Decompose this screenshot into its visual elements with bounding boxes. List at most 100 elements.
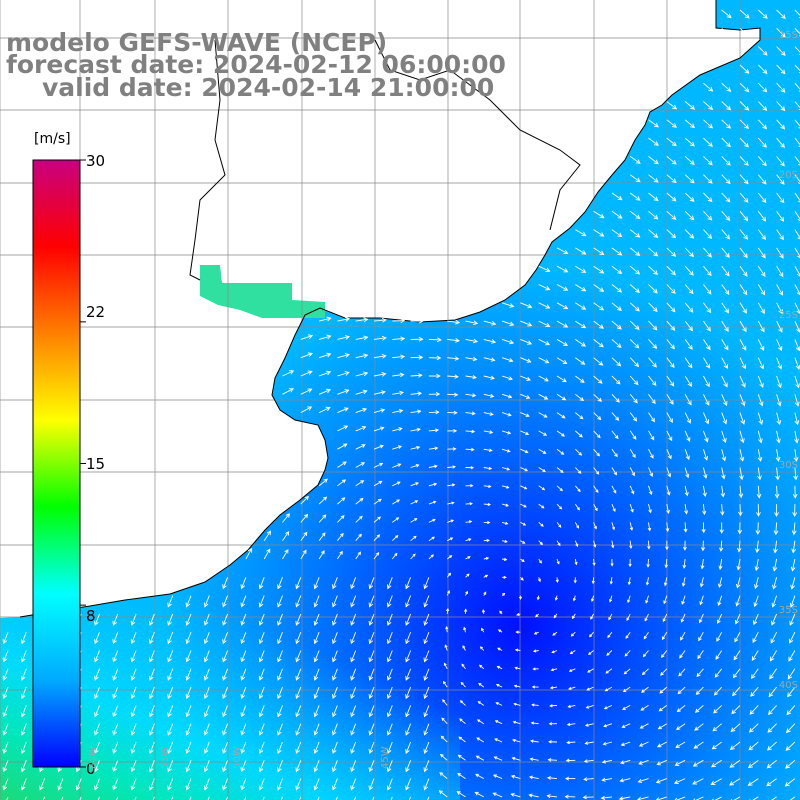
- wind-arrow: [611, 412, 619, 421]
- wind-arrow-head: [386, 767, 392, 773]
- wind-arrow-head: [743, 161, 749, 166]
- wind-arrow-head: [455, 319, 461, 325]
- wind-arrow-head: [423, 785, 428, 791]
- wind-arrow-head: [777, 364, 783, 370]
- wind-arrow-head: [332, 785, 337, 791]
- wind-arrow: [776, 485, 778, 498]
- lat-label: 30S: [778, 460, 798, 471]
- wind-arrow: [405, 577, 412, 589]
- wind-arrow: [697, 650, 704, 659]
- wind-arrow-head: [703, 455, 709, 461]
- wind-arrow-head: [94, 694, 99, 700]
- wind-arrow: [703, 265, 712, 276]
- wind-arrow: [494, 738, 503, 743]
- wind-arrow-head: [743, 253, 748, 259]
- wind-arrow-head: [653, 233, 659, 239]
- wind-arrow-head: [112, 785, 117, 791]
- wind-arrow: [684, 485, 688, 496]
- wind-arrow-head: [609, 581, 613, 585]
- wind-arrow-head: [339, 550, 343, 555]
- wind-arrow: [774, 540, 778, 553]
- wind-arrow: [332, 668, 338, 681]
- wind-arrow: [757, 156, 767, 166]
- wind-arrow: [666, 265, 676, 276]
- wind-arrow: [694, 723, 704, 731]
- wind-arrow: [611, 210, 623, 219]
- wind-arrow: [447, 502, 454, 505]
- wind-arrow: [282, 531, 290, 541]
- wind-arrow-head: [258, 694, 264, 700]
- wind-arrow: [757, 64, 768, 74]
- wind-arrow-head: [739, 475, 744, 481]
- wind-arrow-head: [743, 179, 749, 185]
- wind-arrow: [593, 412, 601, 420]
- wind-arrow: [332, 760, 338, 772]
- wind-arrow: [703, 302, 711, 313]
- wind-arrow: [794, 375, 800, 388]
- wind-arrow-head: [527, 322, 533, 327]
- wind-arrow-head: [94, 675, 99, 681]
- wind-arrow-head: [793, 457, 799, 463]
- wind-arrow-head: [741, 364, 746, 370]
- wind-arrow-head: [417, 409, 422, 414]
- wind-arrow: [575, 357, 585, 365]
- wind-arrow: [532, 704, 539, 706]
- wind-arrow-head: [350, 785, 355, 791]
- wind-arrow: [501, 467, 510, 471]
- wind-arrow-head: [508, 394, 513, 399]
- wind-arrow: [785, 778, 796, 787]
- wind-arrow: [427, 796, 430, 800]
- wind-arrow-head: [672, 123, 677, 128]
- wind-arrow-head: [792, 493, 798, 499]
- wind-arrow-head: [112, 767, 117, 773]
- wind-arrow-head: [511, 756, 516, 761]
- wind-arrow-head: [149, 657, 154, 663]
- wind-arrow-head: [738, 493, 744, 499]
- wind-arrow: [703, 192, 713, 202]
- wind-arrow-head: [203, 748, 209, 755]
- wind-arrow-head: [185, 620, 191, 626]
- wind-arrow: [350, 778, 357, 790]
- wind-arrow: [24, 796, 27, 800]
- wind-arrow-head: [479, 646, 484, 650]
- wind-arrow: [300, 514, 308, 523]
- wind-arrow: [794, 430, 798, 443]
- wind-arrow-head: [350, 620, 355, 626]
- wind-arrow: [277, 668, 283, 681]
- wind-arrow-head: [492, 792, 497, 797]
- wind-arrow: [167, 686, 174, 699]
- wind-arrow: [608, 613, 613, 620]
- wind-arrow-head: [671, 196, 677, 202]
- wind-arrow-head: [326, 370, 332, 376]
- wind-arrow: [186, 741, 192, 754]
- wind-arrow-head: [405, 602, 410, 608]
- wind-arrow-head: [397, 445, 403, 450]
- wind-arrow: [259, 686, 265, 699]
- wind-arrow-head: [768, 710, 773, 716]
- wind-arrow-head: [707, 160, 713, 166]
- wind-arrow-head: [762, 124, 768, 130]
- wind-arrow: [369, 632, 375, 644]
- wind-arrow: [677, 705, 686, 712]
- wind-arrow: [355, 318, 368, 322]
- wind-arrow-head: [616, 343, 622, 348]
- wind-arrow-head: [363, 335, 369, 341]
- wind-arrow: [730, 741, 741, 750]
- wind-arrow-head: [769, 656, 775, 662]
- wind-arrow-head: [671, 252, 677, 257]
- wind-arrow: [736, 595, 741, 606]
- wind-arrow: [300, 388, 312, 395]
- wind-arrow-head: [20, 748, 26, 755]
- wind-arrow-head: [377, 498, 382, 503]
- wind-arrow: [757, 320, 765, 332]
- wind-arrow-head: [726, 123, 732, 129]
- wind-arrow-head: [380, 426, 385, 431]
- wind-arrow-head: [2, 785, 8, 791]
- wind-arrow: [355, 336, 368, 340]
- wind-arrow-head: [573, 580, 577, 584]
- wind-arrow-head: [20, 639, 26, 645]
- wind-arrow: [666, 192, 677, 202]
- wind-arrow-head: [594, 507, 598, 512]
- wind-arrow-head: [780, 51, 786, 56]
- wind-arrow: [684, 320, 693, 331]
